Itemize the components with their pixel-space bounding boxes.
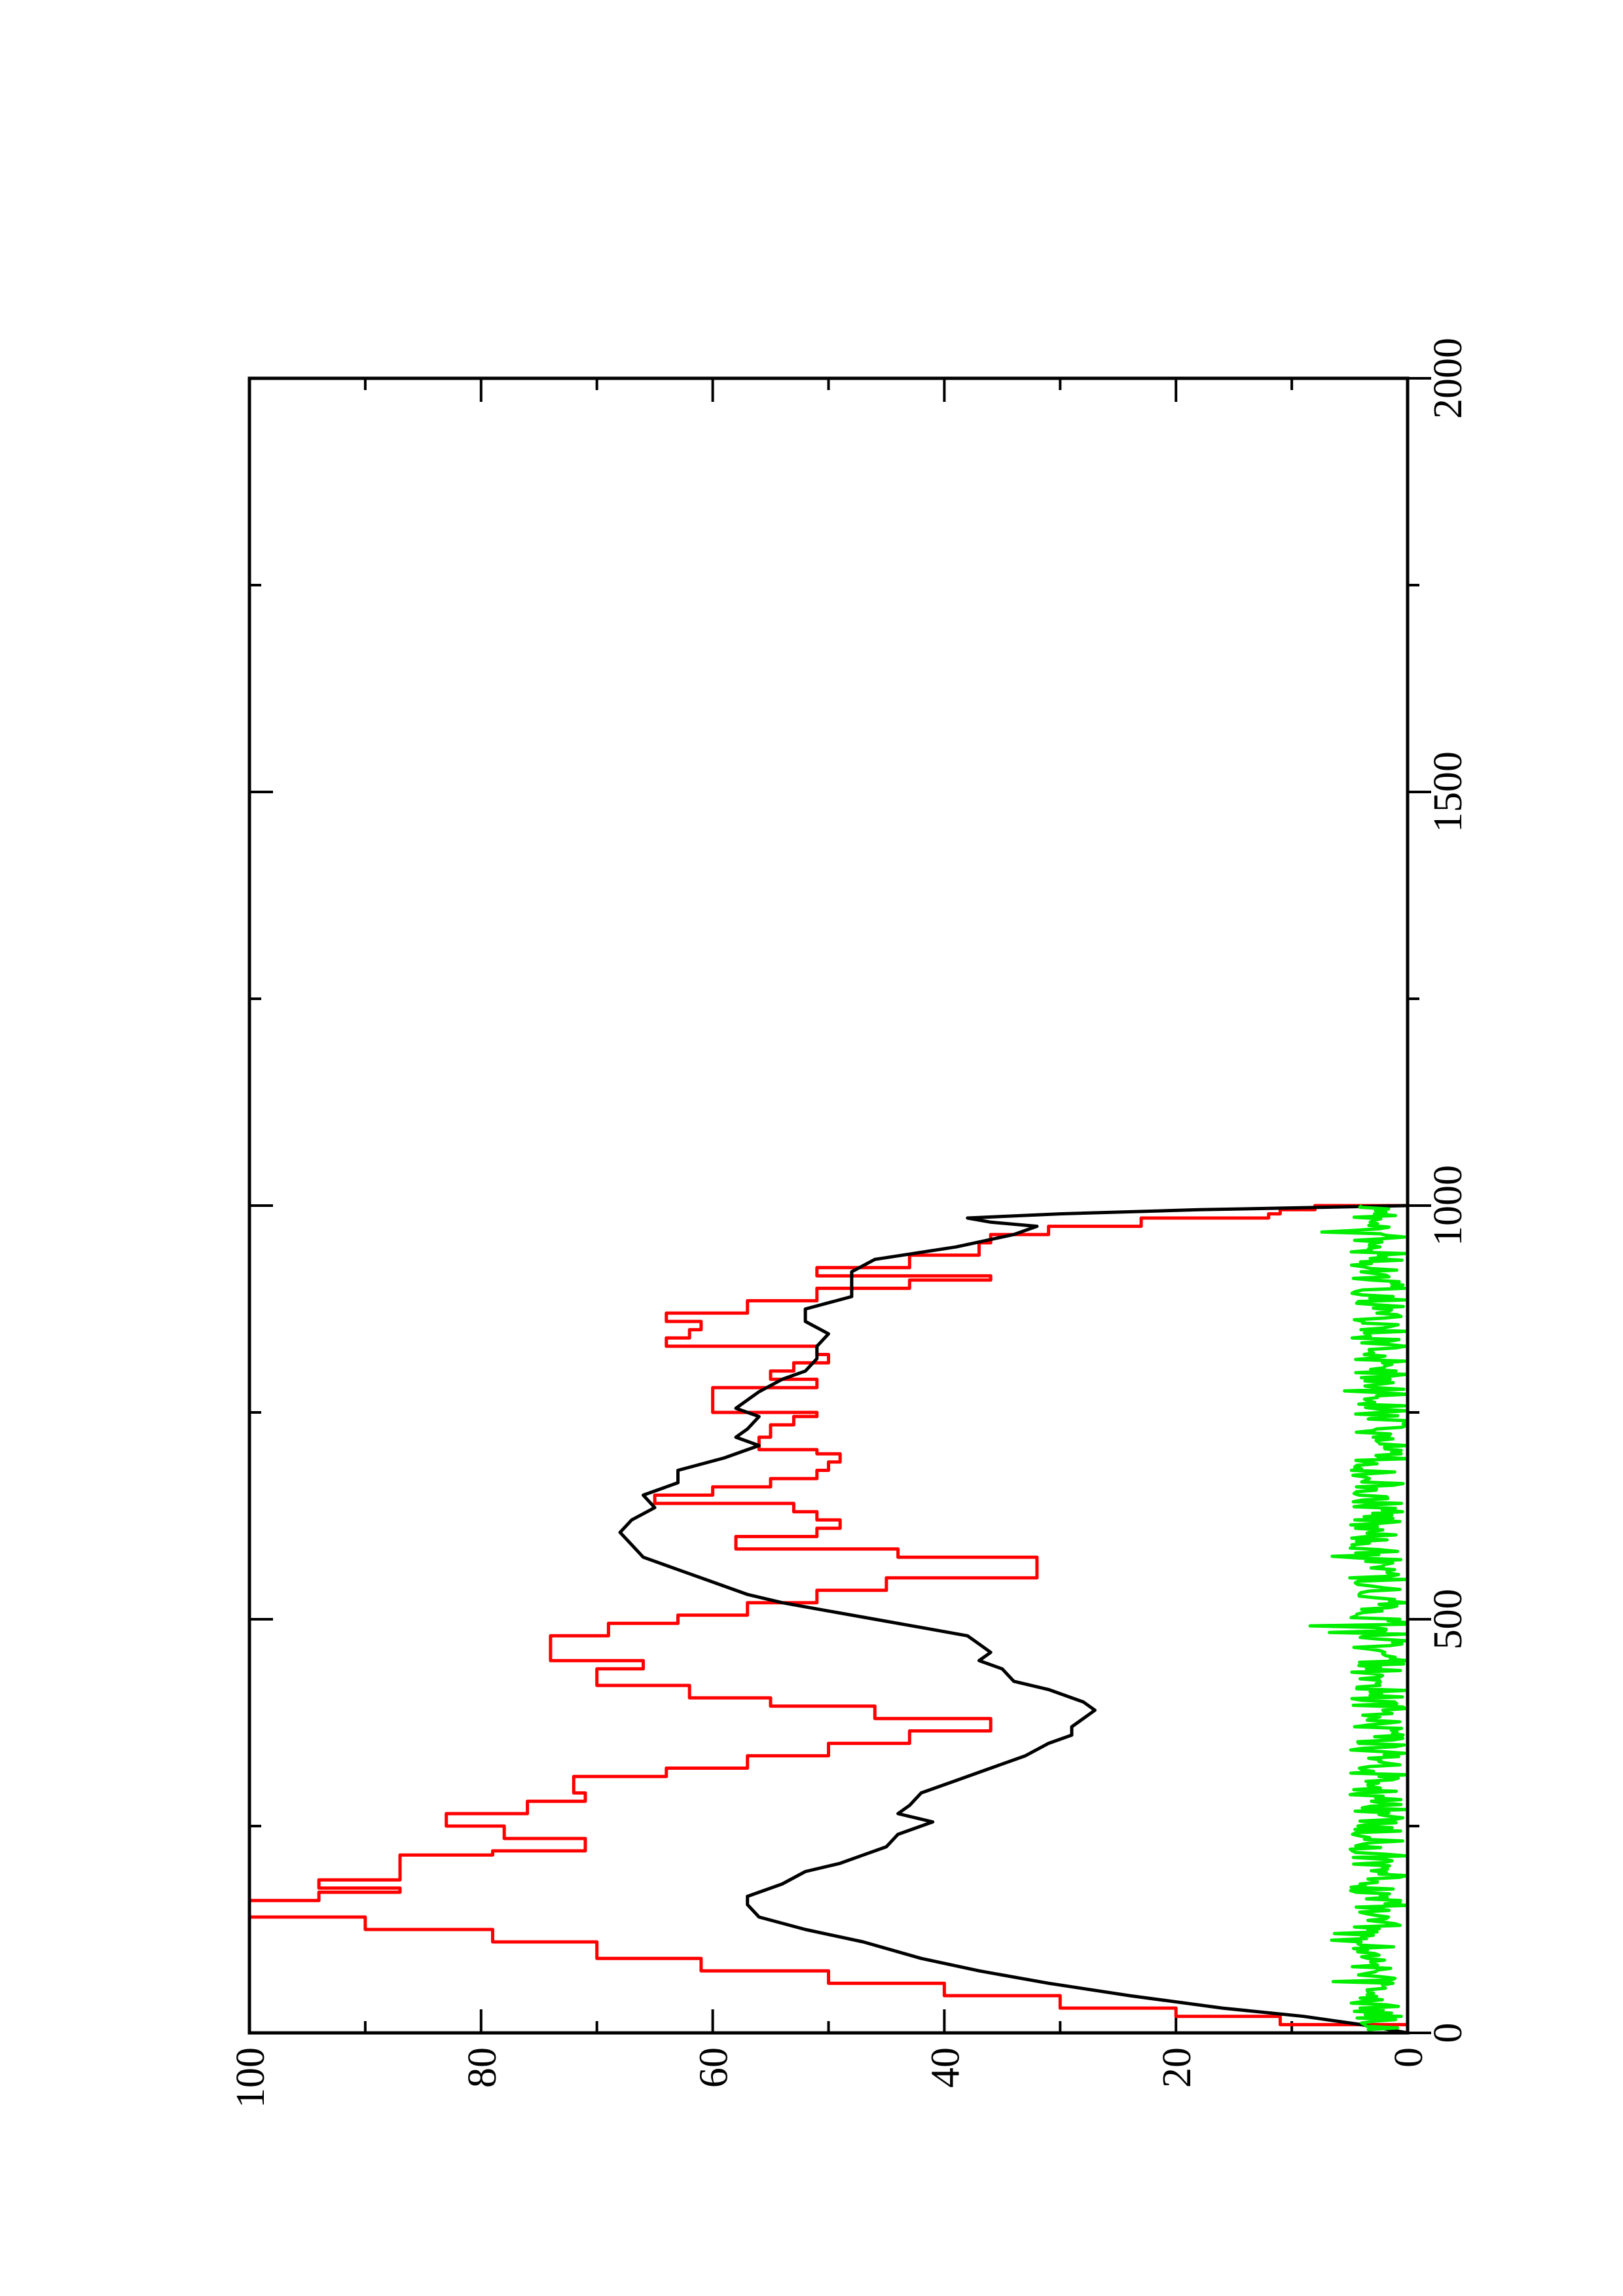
y-tick-label: 40 — [923, 2047, 968, 2088]
series-line-2 — [1308, 1204, 1410, 2034]
y-tick-label: 60 — [692, 2047, 737, 2088]
y-tick-label: 80 — [460, 2047, 505, 2088]
y-tick-label: 0 — [1387, 2047, 1431, 2068]
x-tick-label: 500 — [1426, 1589, 1470, 1650]
y-tick-label: 100 — [228, 2047, 273, 2108]
x-tick-label: 0 — [1426, 2023, 1470, 2043]
series-layer — [247, 1204, 1410, 2035]
x-tick-label: 1000 — [1426, 1165, 1470, 1246]
tick-labels: 0 500 1000 1500 2000 0 20 40 60 80 100 — [228, 338, 1470, 2108]
series-line-0 — [247, 1204, 1410, 2033]
x-tick-label: 1500 — [1426, 751, 1470, 833]
x-tick-label: 2000 — [1426, 338, 1470, 419]
tick-marks — [248, 377, 1431, 2034]
series-line-1 — [618, 1204, 1408, 2035]
y-tick-label: 20 — [1155, 2047, 1199, 2088]
plot-frame — [247, 376, 1410, 2035]
